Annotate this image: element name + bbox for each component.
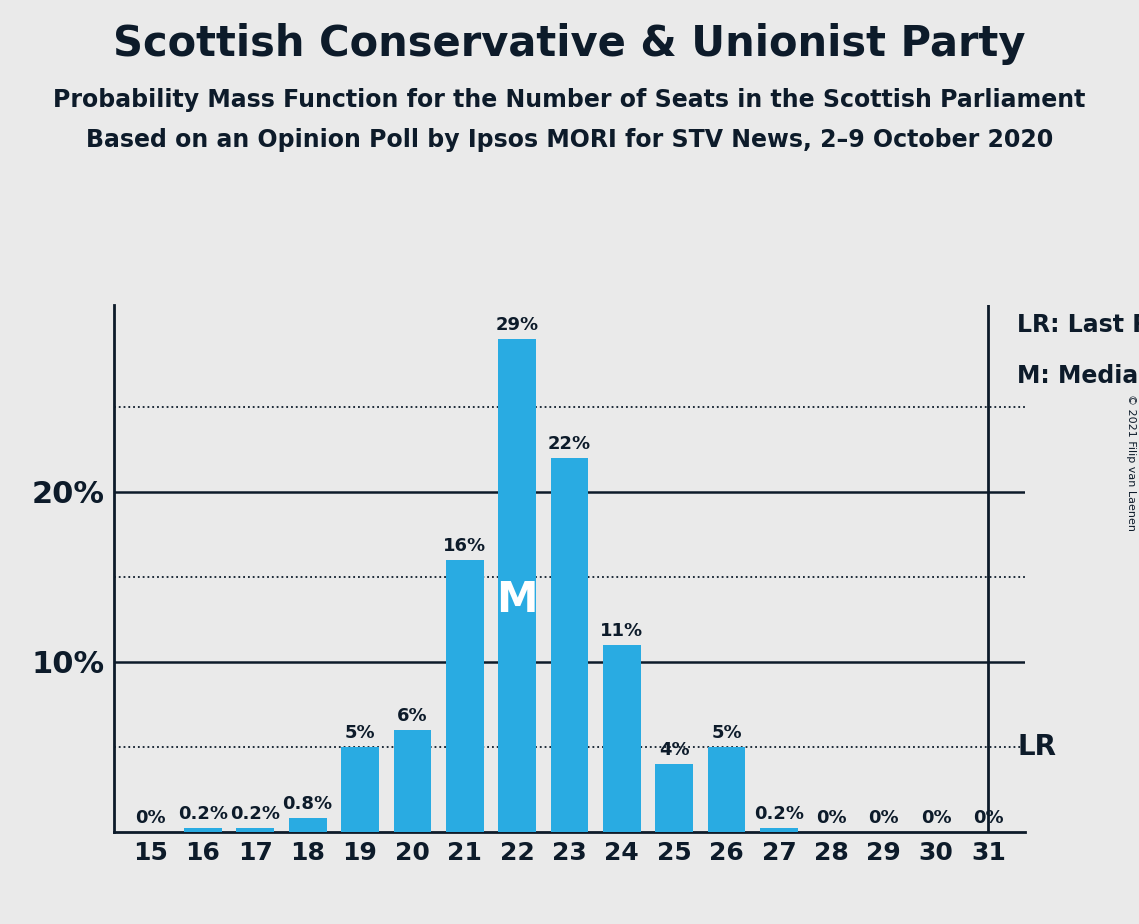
Bar xyxy=(445,560,484,832)
Text: 0%: 0% xyxy=(868,808,899,826)
Text: 0.2%: 0.2% xyxy=(178,805,228,823)
Text: 16%: 16% xyxy=(443,537,486,554)
Text: 0.2%: 0.2% xyxy=(754,805,804,823)
Bar xyxy=(655,763,694,832)
Text: M: M xyxy=(497,579,538,621)
Text: 0%: 0% xyxy=(920,808,951,826)
Text: 4%: 4% xyxy=(659,740,689,759)
Bar xyxy=(237,828,274,832)
Bar xyxy=(603,645,641,832)
Text: 29%: 29% xyxy=(495,316,539,334)
Bar xyxy=(760,828,797,832)
Text: LR: Last Result: LR: Last Result xyxy=(1017,313,1139,337)
Text: 0.2%: 0.2% xyxy=(230,805,280,823)
Bar xyxy=(342,747,379,832)
Text: Based on an Opinion Poll by Ipsos MORI for STV News, 2–9 October 2020: Based on an Opinion Poll by Ipsos MORI f… xyxy=(85,128,1054,152)
Text: 5%: 5% xyxy=(711,723,741,742)
Text: 0.8%: 0.8% xyxy=(282,795,333,813)
Bar xyxy=(550,457,589,832)
Text: 0%: 0% xyxy=(973,808,1003,826)
Bar xyxy=(394,730,432,832)
Bar xyxy=(498,339,536,832)
Bar xyxy=(185,828,222,832)
Text: 11%: 11% xyxy=(600,622,644,639)
Text: 5%: 5% xyxy=(345,723,376,742)
Text: Probability Mass Function for the Number of Seats in the Scottish Parliament: Probability Mass Function for the Number… xyxy=(54,88,1085,112)
Text: 22%: 22% xyxy=(548,434,591,453)
Bar xyxy=(707,747,745,832)
Text: © 2021 Filip van Laenen: © 2021 Filip van Laenen xyxy=(1126,394,1136,530)
Bar xyxy=(289,818,327,832)
Text: Scottish Conservative & Unionist Party: Scottish Conservative & Unionist Party xyxy=(113,23,1026,65)
Text: 6%: 6% xyxy=(398,707,428,724)
Text: M: Median: M: Median xyxy=(1017,364,1139,388)
Text: 0%: 0% xyxy=(816,808,846,826)
Text: LR: LR xyxy=(1017,733,1056,760)
Text: 0%: 0% xyxy=(136,808,166,826)
